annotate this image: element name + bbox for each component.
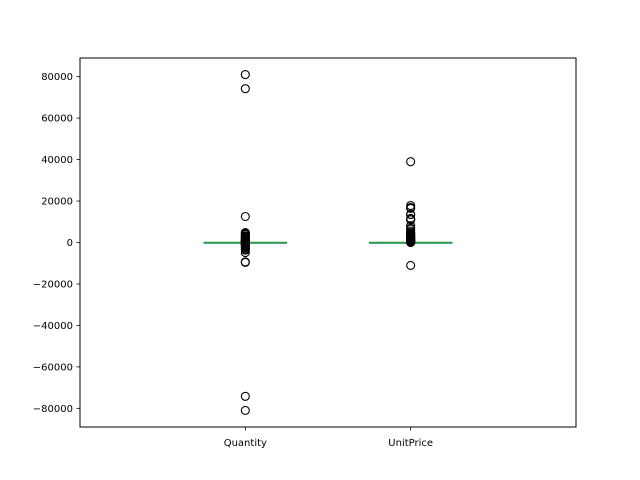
x-tick-label: UnitPrice (388, 438, 433, 449)
outlier-point (406, 203, 416, 213)
y-tick-label: 80000 (41, 72, 73, 83)
y-tick-label: 0 (67, 238, 73, 249)
outlier-point (406, 260, 416, 270)
x-tick-label: Quantity (224, 438, 267, 449)
y-tick-label: −40000 (33, 321, 73, 332)
y-tick-label: 40000 (41, 155, 73, 166)
outlier-point (406, 157, 416, 167)
y-tick-label: 60000 (41, 114, 73, 125)
outlier-point (240, 391, 250, 401)
box-group-quantity (203, 70, 288, 415)
outlier-point (240, 405, 250, 415)
outlier-point (240, 245, 250, 255)
outlier-point (240, 257, 250, 267)
y-tick-label: −20000 (33, 279, 73, 290)
plot-layer (203, 70, 453, 415)
axis-layer: −80000 −60000 −40000 −20000 0 20000 40000 60000… (33, 72, 433, 449)
y-tick-label: −80000 (33, 404, 73, 415)
outlier-point (240, 70, 250, 80)
outlier-point (240, 84, 250, 94)
outlier-point (406, 237, 416, 248)
box-group-unitprice (368, 157, 453, 270)
outlier-point (406, 210, 416, 220)
outlier-point (240, 211, 250, 222)
y-tick-label: −60000 (33, 362, 73, 373)
outlier-point (240, 247, 250, 258)
y-tick-label: 20000 (41, 197, 73, 208)
